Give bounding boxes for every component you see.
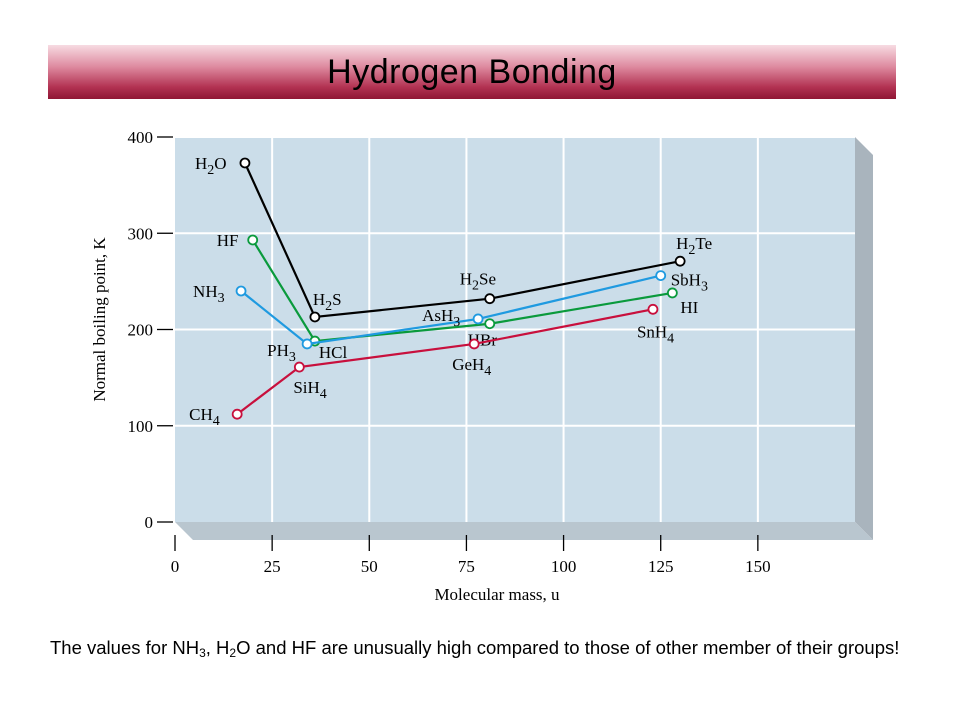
x-tick-label: 0 — [171, 557, 180, 576]
point-label-part: O — [214, 154, 226, 173]
point-label-part: CH — [189, 405, 213, 424]
x-tick-label: 100 — [551, 557, 577, 576]
point-label: HCl — [319, 343, 348, 362]
point-label-part: Se — [479, 270, 496, 289]
point-label-part: HF — [217, 231, 239, 250]
data-point — [484, 318, 496, 330]
caption-sub-2: 2 — [229, 646, 237, 660]
point-label-part: HCl — [319, 343, 348, 362]
point-label-part: 3 — [218, 291, 225, 306]
data-point — [235, 285, 247, 297]
point-label-part: 2 — [325, 299, 332, 314]
point-label-part: 3 — [701, 280, 708, 295]
data-point — [655, 270, 667, 282]
point-label: HI — [680, 298, 698, 317]
plot-bottom-panel — [175, 522, 873, 540]
data-point — [239, 157, 251, 169]
point-label-part: 2 — [688, 243, 695, 258]
point-label: PH3 — [267, 341, 296, 365]
point-label-part: 2 — [472, 279, 479, 294]
data-point — [247, 234, 259, 246]
caption-text-2: , H — [205, 637, 230, 658]
point-label-part: H — [313, 290, 325, 309]
plot-side-panel — [855, 137, 873, 540]
caption-sub-1: 3 — [199, 646, 206, 660]
point-label-part: Te — [695, 234, 712, 253]
point-label-part: 3 — [453, 315, 460, 330]
point-label-part: 4 — [320, 387, 327, 402]
data-point — [647, 303, 659, 315]
point-label: SbH3 — [671, 271, 708, 295]
y-tick-label: 200 — [128, 321, 154, 340]
point-label: SnH4 — [637, 322, 674, 346]
point-label-part: H — [195, 154, 207, 173]
x-tick-label: 150 — [745, 557, 771, 576]
point-label-part: 4 — [667, 331, 674, 346]
point-label: CH4 — [189, 405, 220, 429]
data-point — [472, 313, 484, 325]
point-label: HF — [217, 231, 239, 250]
x-tick-label: 125 — [648, 557, 674, 576]
x-tick-label: 50 — [361, 557, 378, 576]
y-tick-label: 400 — [128, 128, 154, 147]
point-label: H2O — [195, 154, 227, 178]
point-label-part: HI — [680, 298, 698, 317]
point-label: GeH4 — [452, 355, 491, 379]
point-label-part: S — [332, 290, 341, 309]
point-label-part: 2 — [207, 163, 214, 178]
point-label-part: 4 — [484, 364, 491, 379]
data-point — [674, 255, 686, 267]
y-tick-label: 0 — [145, 513, 154, 532]
series-line — [236, 308, 654, 416]
x-axis-label: Molecular mass, u — [434, 585, 560, 604]
data-point — [301, 338, 313, 350]
y-tick-label: 100 — [128, 417, 154, 436]
point-label: AsH3 — [422, 306, 460, 330]
caption-text-1: The values for NH — [50, 637, 200, 658]
data-point — [484, 293, 496, 305]
point-label-part: NH — [193, 282, 218, 301]
slide-title: Hydrogen Bonding — [327, 52, 617, 91]
caption-text-3: O and HF are unusually high compared to … — [236, 637, 900, 658]
point-label: NH3 — [193, 282, 225, 306]
series-line — [243, 162, 681, 319]
data-point — [309, 311, 321, 323]
point-label: H2S — [313, 290, 342, 314]
point-label-part: H — [460, 270, 472, 289]
point-label: H2Te — [676, 234, 712, 258]
data-point — [231, 408, 243, 420]
point-label-part: H — [676, 234, 688, 253]
series-line — [251, 239, 673, 343]
title-banner: Hydrogen Bonding — [48, 45, 896, 99]
point-label-part: SiH — [293, 378, 319, 397]
point-label: SiH4 — [293, 378, 326, 402]
point-label-part: 3 — [289, 350, 296, 365]
point-label-part: SbH — [671, 271, 701, 290]
point-label: H2Se — [460, 270, 496, 294]
data-point — [293, 361, 305, 373]
caption: The values for NH3, H2O and HF are unusu… — [50, 635, 900, 661]
point-label-part: SnH — [637, 322, 667, 341]
point-label-part: AsH — [422, 306, 453, 325]
point-label-part: 4 — [213, 414, 220, 429]
point-label-part: GeH — [452, 355, 484, 374]
data-point — [666, 287, 678, 299]
y-tick-label: 300 — [128, 224, 154, 243]
data-point — [468, 338, 480, 350]
point-label-part: PH — [267, 341, 289, 360]
x-tick-label: 75 — [458, 557, 475, 576]
y-axis-label: Normal boiling point, K — [90, 237, 109, 402]
series-line — [240, 274, 661, 346]
x-tick-label: 25 — [264, 557, 281, 576]
